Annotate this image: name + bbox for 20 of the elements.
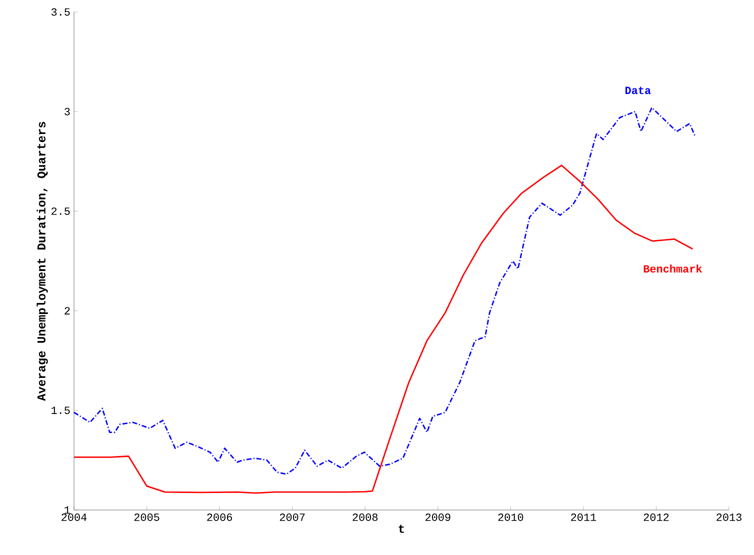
y-tick-label: 2.5 (52, 207, 70, 215)
x-tick-label: 2011 (571, 514, 596, 521)
x-tick-label: 2006 (207, 514, 232, 521)
x-tick-label: 2007 (280, 514, 305, 521)
y-tick-label: 2 (64, 307, 70, 314)
y-tick-label: 1 (64, 506, 70, 514)
x-tick-label: 2010 (498, 514, 524, 521)
x-tick-label: 2008 (352, 514, 378, 521)
x-axis-title: t (398, 524, 404, 533)
y-tick-label: 3.5 (51, 8, 70, 16)
y-tick-label: 1.5 (52, 406, 70, 414)
y-axis-title: Average Unemployment Duration, Quarters (36, 122, 48, 401)
x-tick-label: 2012 (644, 514, 669, 521)
x-tick-label: 2005 (134, 514, 160, 521)
y-tick-label: 3 (64, 108, 70, 116)
series-label: Benchmark (644, 264, 702, 273)
x-tick-label: 2009 (426, 514, 450, 521)
x-tick-label: 2004 (62, 514, 87, 521)
series-label: Data (625, 86, 651, 94)
x-tick-label: 2013 (716, 514, 742, 521)
